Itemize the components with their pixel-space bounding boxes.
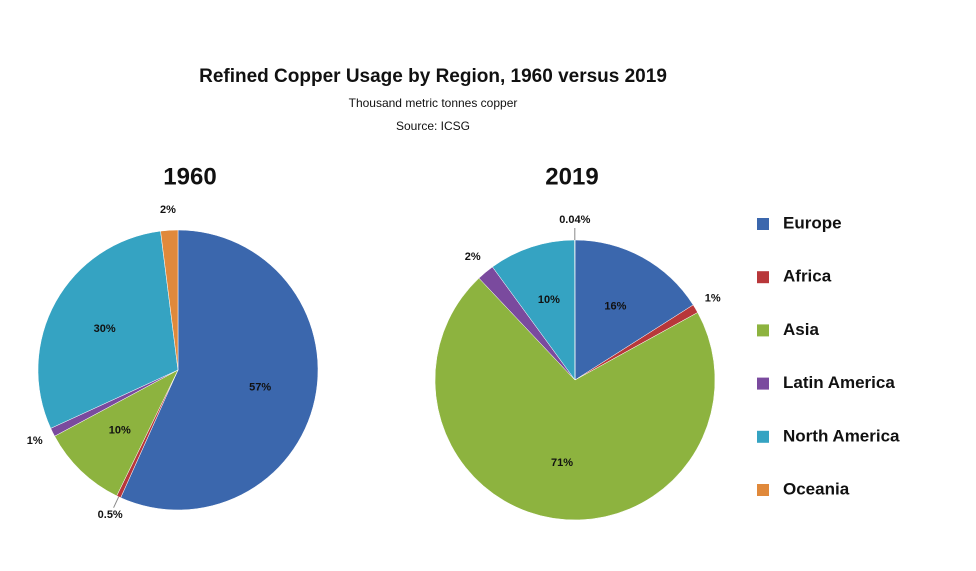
pie-slice	[574, 239, 694, 381]
data-label: 57%	[249, 381, 271, 393]
legend-label: North America	[783, 426, 900, 445]
pie-slice	[492, 239, 576, 381]
data-label: 1%	[27, 435, 43, 447]
pie-title: 2019	[545, 163, 598, 190]
pie-slice	[54, 369, 179, 497]
legend-label: Oceania	[783, 479, 850, 498]
legend-label: Latin America	[783, 373, 895, 392]
pie-slice	[37, 230, 179, 429]
data-label: 2%	[160, 204, 176, 216]
legend-swatch	[757, 324, 769, 337]
pie-slice	[434, 277, 716, 521]
data-label: 10%	[538, 294, 560, 306]
pie-slice	[160, 229, 179, 371]
chart-title: Refined Copper Usage by Region, 1960 ver…	[199, 66, 667, 87]
pie-title: 1960	[163, 163, 216, 190]
legend-swatch	[757, 430, 769, 443]
pie-slice	[120, 229, 319, 511]
data-label: 71%	[551, 457, 573, 469]
data-label: 0.5%	[98, 509, 123, 521]
chart-source: Source: ICSG	[396, 119, 470, 133]
data-label: 1%	[705, 292, 721, 304]
data-label: 0.04%	[559, 214, 590, 226]
leader-line	[113, 496, 120, 508]
data-label: 10%	[109, 424, 131, 436]
legend-label: Europe	[783, 213, 842, 232]
legend-label: Africa	[783, 267, 832, 286]
legend-label: Asia	[783, 320, 819, 339]
legend-swatch	[757, 484, 769, 496]
data-label: 30%	[94, 323, 116, 335]
data-label: 2%	[465, 251, 481, 263]
legend-swatch	[757, 271, 769, 284]
chart-subtitle: Thousand metric tonnes copper	[349, 96, 518, 110]
legend-swatch	[757, 218, 769, 230]
data-label: 16%	[604, 300, 626, 312]
legend-swatch	[757, 377, 769, 390]
